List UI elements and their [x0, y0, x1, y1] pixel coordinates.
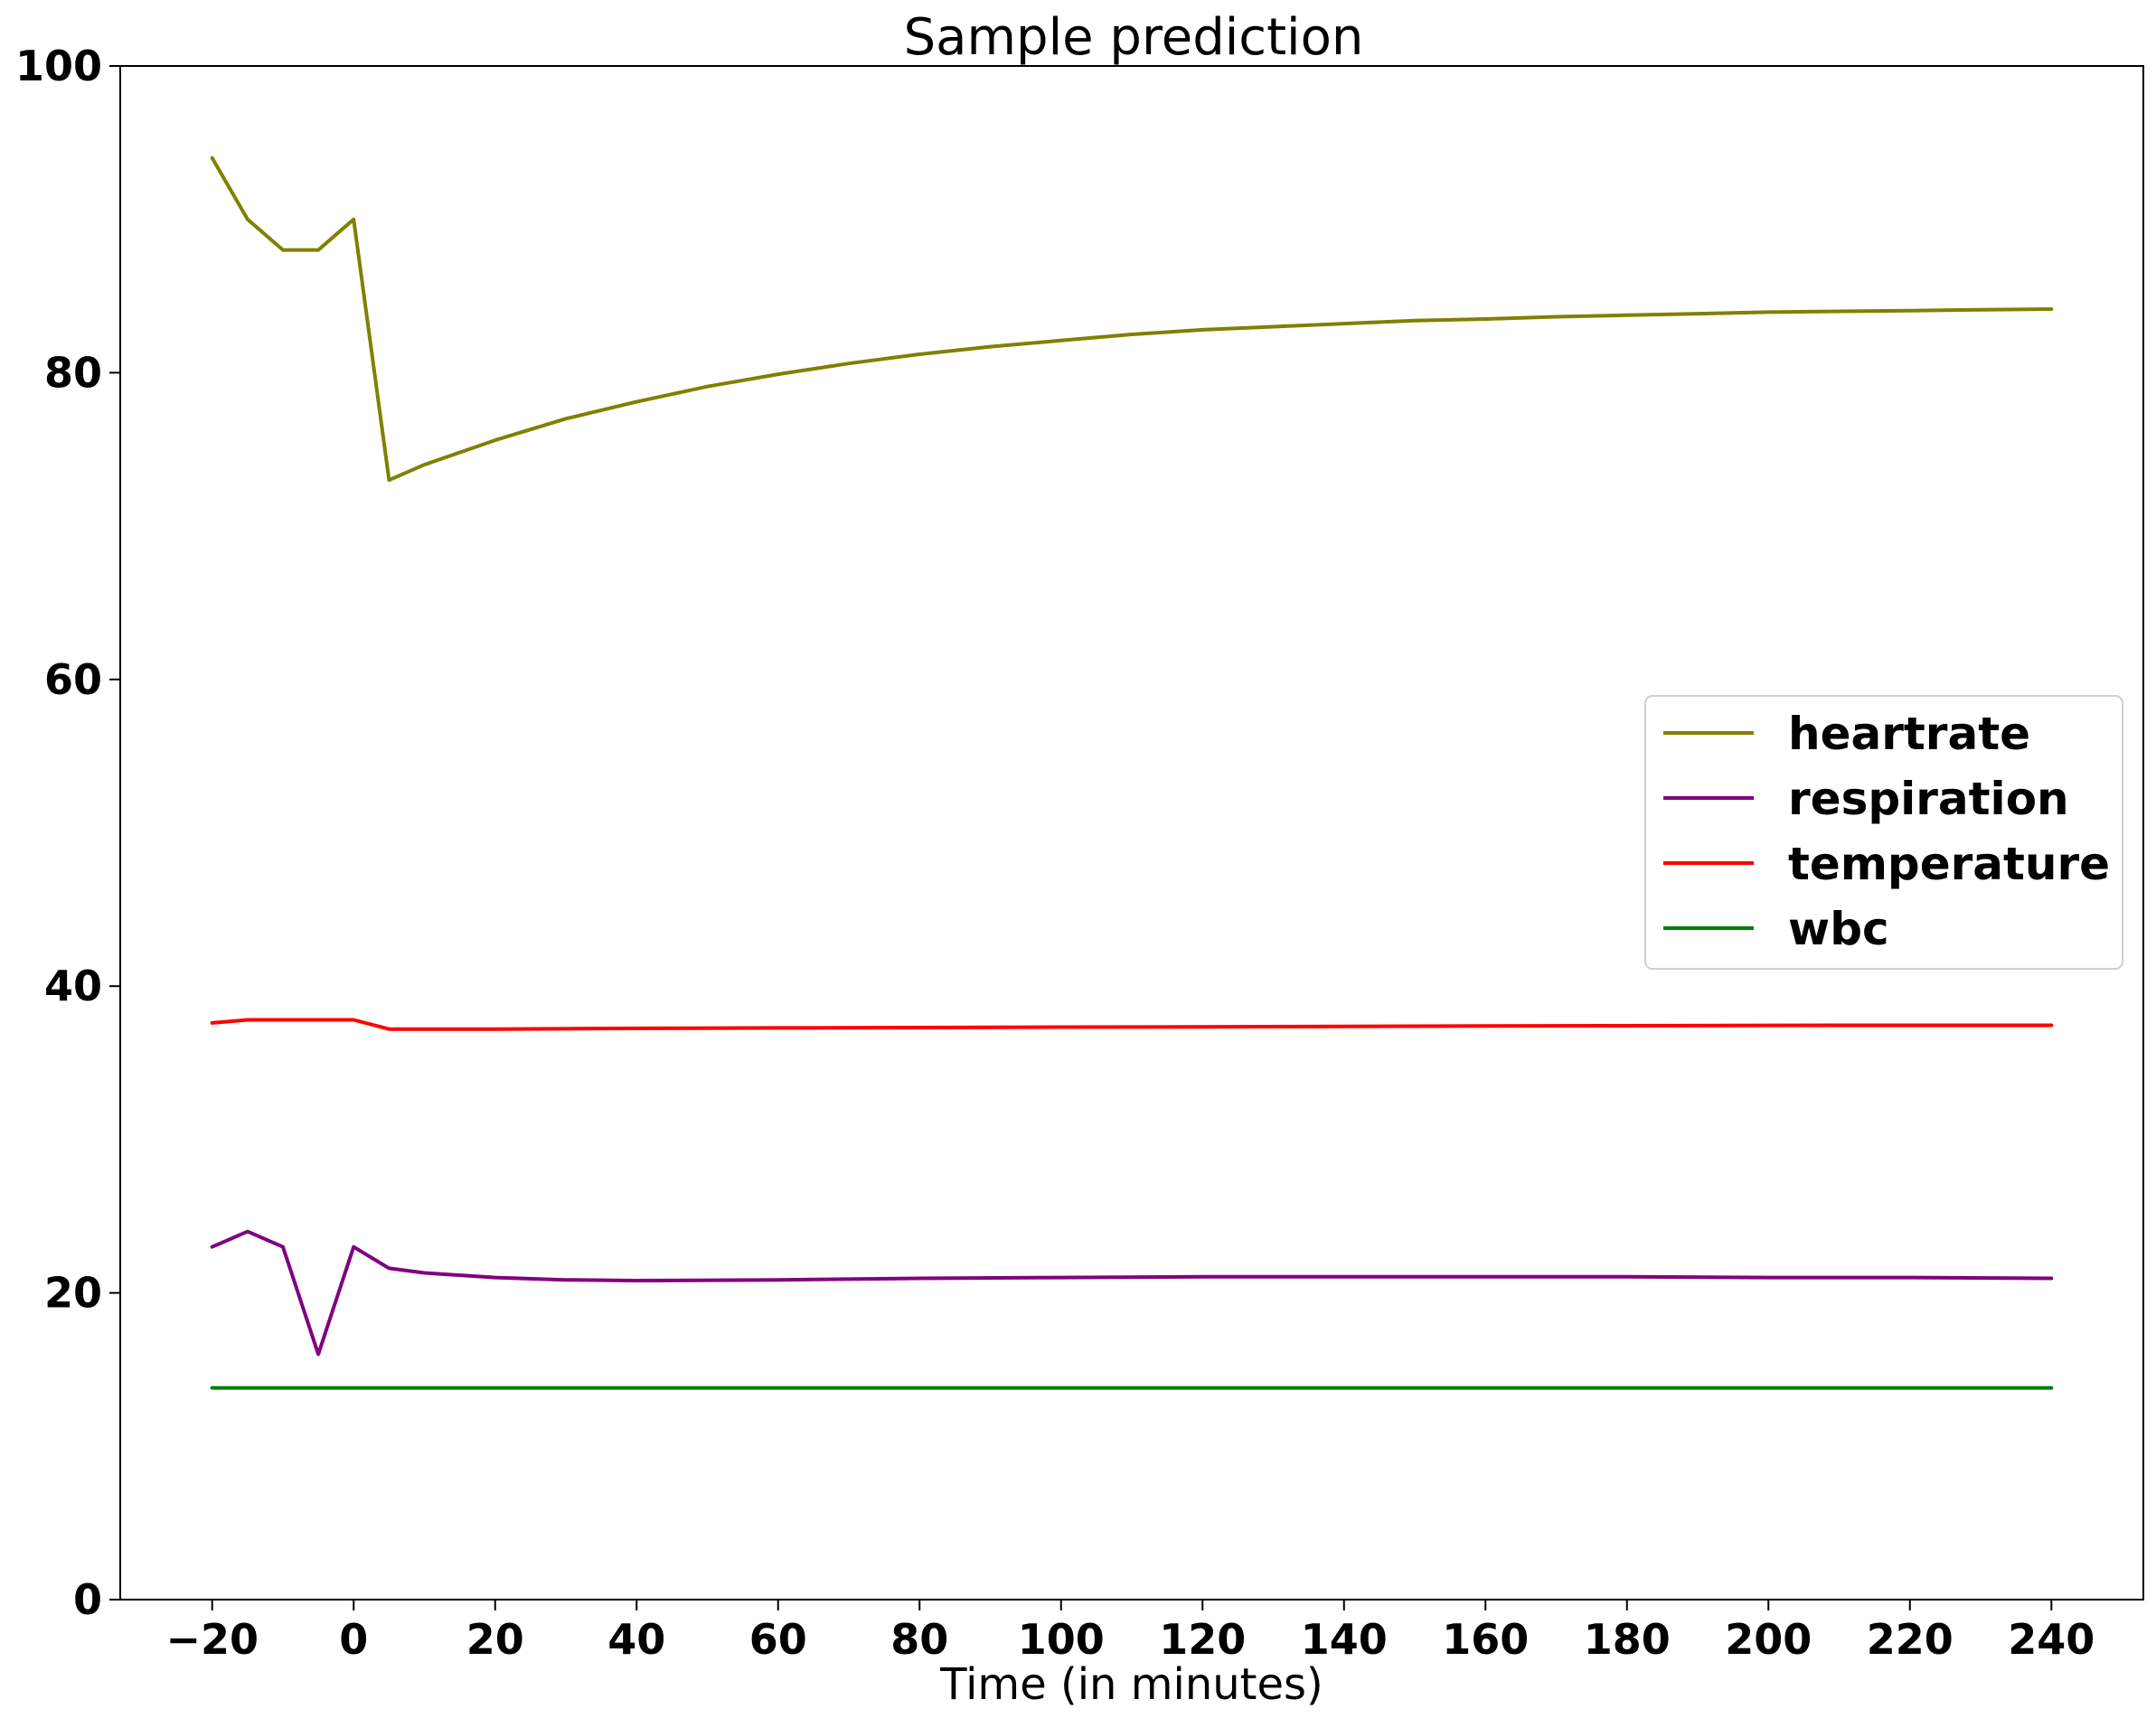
y-tick-label: 100	[15, 42, 102, 90]
y-tick-label: 0	[73, 1575, 102, 1624]
x-tick-label: 140	[1301, 1615, 1388, 1664]
axes-frame	[119, 65, 2144, 1601]
x-tick-label: 80	[890, 1615, 948, 1664]
x-tick-label: 240	[2008, 1615, 2095, 1664]
y-axis: 0 20 40 60 80 100	[15, 42, 120, 1624]
x-tick-label: 0	[339, 1615, 368, 1664]
x-tick-label: −20	[165, 1615, 259, 1664]
y-tick-label: 60	[44, 655, 102, 704]
x-tick-label: 20	[466, 1615, 524, 1664]
plot-area	[210, 155, 2054, 1390]
legend-label-respiration: respiration	[1788, 773, 2069, 825]
x-tick-label: 160	[1442, 1615, 1529, 1664]
x-axis-label: Time (in minutes)	[939, 1659, 1323, 1710]
y-tick-label: 40	[44, 962, 102, 1010]
series-line-heartrate	[210, 155, 2054, 483]
x-tick-label: 100	[1018, 1615, 1105, 1664]
legend-box	[1644, 695, 2123, 970]
x-tick-label: 200	[1725, 1615, 1812, 1664]
legend-label-temperature: temperature	[1788, 838, 2110, 890]
x-tick-label: 40	[607, 1615, 665, 1664]
legend: heartrate respiration temperature wbc	[1644, 695, 2123, 970]
x-tick-label: 60	[749, 1615, 807, 1664]
x-axis: −20 0 20 40 60 80 100 120 140 160 180 200 220 240	[165, 1600, 2095, 1664]
legend-label-heartrate: heartrate	[1788, 708, 2030, 760]
legend-label-wbc: wbc	[1788, 903, 1889, 955]
series-line-temperature	[210, 1018, 2054, 1031]
y-tick-label: 80	[44, 348, 102, 397]
series-line-respiration	[210, 1229, 2054, 1357]
x-tick-label: 120	[1159, 1615, 1246, 1664]
x-tick-label: 180	[1584, 1615, 1671, 1664]
y-tick-label: 20	[44, 1269, 102, 1318]
chart-title: Sample prediction	[904, 8, 1364, 67]
x-tick-label: 220	[1867, 1615, 1954, 1664]
